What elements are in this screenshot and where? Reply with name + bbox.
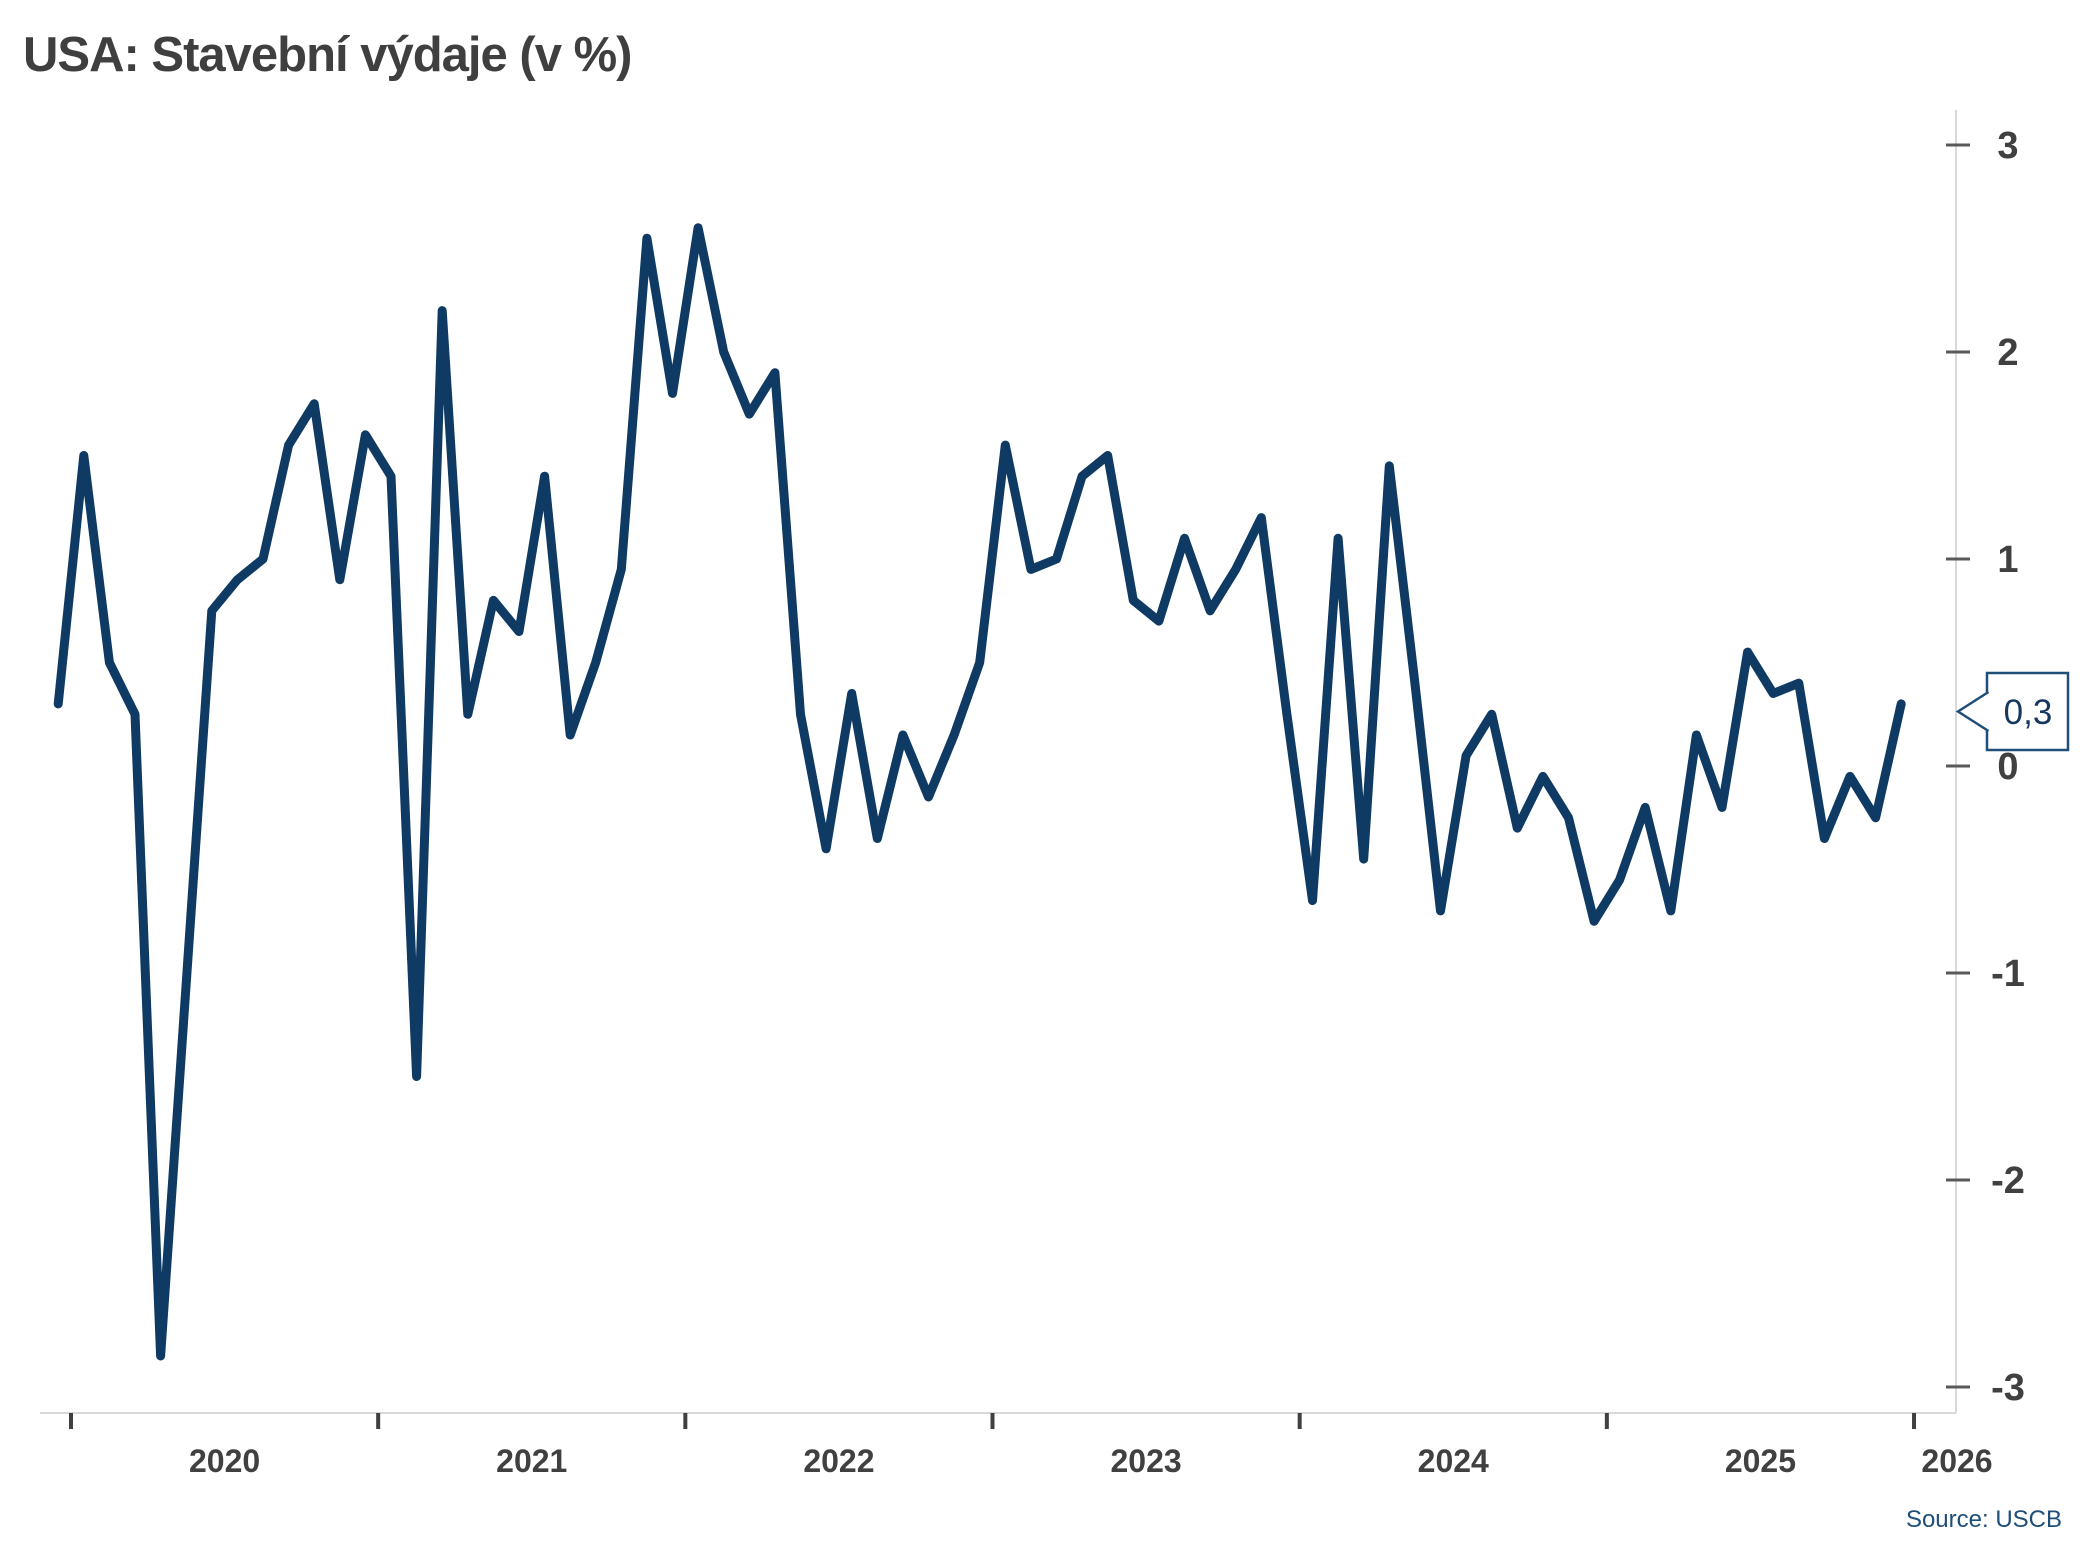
x-year-label: 2022	[803, 1443, 874, 1479]
y-axis-labels: 3 2 1 0 -1 -2 -3	[1991, 125, 2025, 1409]
source-label: Source: USCB	[1906, 1506, 2062, 1533]
x-axis-labels: 2020 2021 2022 2023 2024 2025 2026	[189, 1443, 1993, 1479]
y-tick-label: -1	[1991, 953, 2025, 995]
x-year-label: 2024	[1418, 1443, 1489, 1479]
callout-box	[1985, 671, 2070, 752]
x-year-label: 2021	[496, 1443, 567, 1479]
y-tick-label: 2	[1997, 332, 2018, 374]
y-axis-ticks	[1946, 143, 1970, 1389]
y-tick-label: 3	[1997, 125, 2018, 167]
last-value-callout: 0,3	[1955, 671, 2070, 752]
data-line	[53, 223, 1906, 1361]
x-axis-ticks	[69, 1413, 1917, 1429]
x-year-label: 2026	[1921, 1443, 1992, 1479]
y-tick-label: -2	[1991, 1160, 2025, 1202]
y-tick-label: -3	[1991, 1367, 2025, 1409]
x-year-label: 2020	[189, 1443, 260, 1479]
page-title: USA: Stavební výdaje (v %)	[23, 28, 631, 82]
y-tick-label: 1	[1997, 539, 2018, 581]
axes	[40, 110, 1957, 1414]
x-year-label: 2023	[1111, 1443, 1182, 1479]
y-tick-label: 0	[1997, 746, 2018, 788]
callout-arrow	[1955, 690, 1990, 733]
callout-label: 0,3	[2004, 693, 2053, 732]
x-year-label: 2025	[1725, 1443, 1796, 1479]
